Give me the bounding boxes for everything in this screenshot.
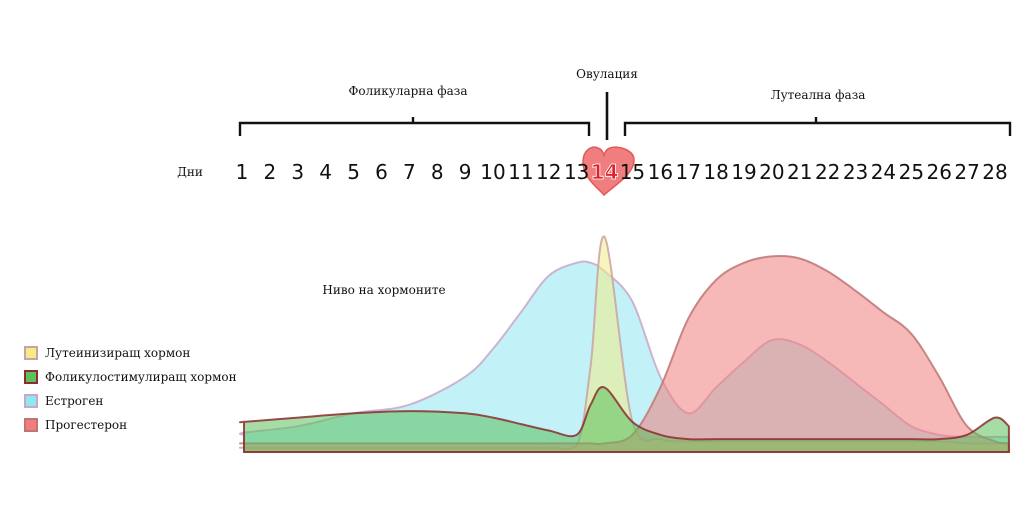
day-label: 25 [899,160,924,184]
day-label: 9 [459,160,472,184]
day-label: 19 [731,160,756,184]
legend-swatch [24,370,38,384]
legend-item: Прогестерон [24,413,237,437]
ovulation-heart-icon [582,146,635,197]
day-label: 20 [759,160,784,184]
day-label: 16 [648,160,673,184]
legend-label: Фоликулостимулиращ хормон [45,370,237,384]
day-label: 28 [982,160,1007,184]
day-label: 10 [480,160,505,184]
phase-brackets [238,92,1012,140]
legend-item: Естроген [24,389,237,413]
day-label: 6 [375,160,388,184]
luteal-phase-bracket [623,117,1012,136]
days-axis-label: Дни [177,165,203,179]
day-label: 1 [236,160,249,184]
day-label: 7 [403,160,416,184]
ovulation-label: Овулация [576,67,638,81]
legend-label: Прогестерон [45,418,128,432]
day-label: 4 [319,160,332,184]
legend-swatch [24,418,38,432]
day-label: 21 [787,160,812,184]
day-label: 17 [675,160,700,184]
day-label: 23 [843,160,868,184]
legend-label: Естроген [45,394,104,408]
legend: Лутеинизиращ хормон Фоликулостимулиращ хо… [24,341,237,437]
day-label: 11 [508,160,533,184]
day-label: 22 [815,160,840,184]
day-label: 8 [431,160,444,184]
day-label: 3 [291,160,304,184]
day-label: 12 [536,160,561,184]
day-labels: 1 2 3 4 5 6 7 8 9 10 11 12 13 14 15 16 17 18 19 20 21 22 23 24 2… [236,160,1008,185]
day-label: 13 [564,160,589,184]
legend-swatch [24,394,38,408]
hormone-areas [239,235,1010,453]
day-label: 26 [926,160,951,184]
day-label: 14 [591,160,619,184]
luteal-phase-label: Лутеална фаза [771,88,866,102]
day-label: 27 [954,160,979,184]
day-label: 15 [620,160,645,184]
day-label: 5 [347,160,360,184]
day-label: 24 [871,160,896,184]
legend-swatch [24,346,38,360]
legend-item: Фоликулостимулиращ хормон [24,365,237,389]
hormone-level-label: Ниво на хормоните [322,283,445,297]
series-area-2 [239,386,1010,453]
legend-item: Лутеинизиращ хормон [24,341,237,365]
legend-label: Лутеинизиращ хормон [45,346,191,360]
follicular-phase-label: Фоликуларна фаза [348,84,467,98]
follicular-phase-bracket [238,117,591,136]
day-label: 18 [703,160,728,184]
day-label: 2 [264,160,277,184]
